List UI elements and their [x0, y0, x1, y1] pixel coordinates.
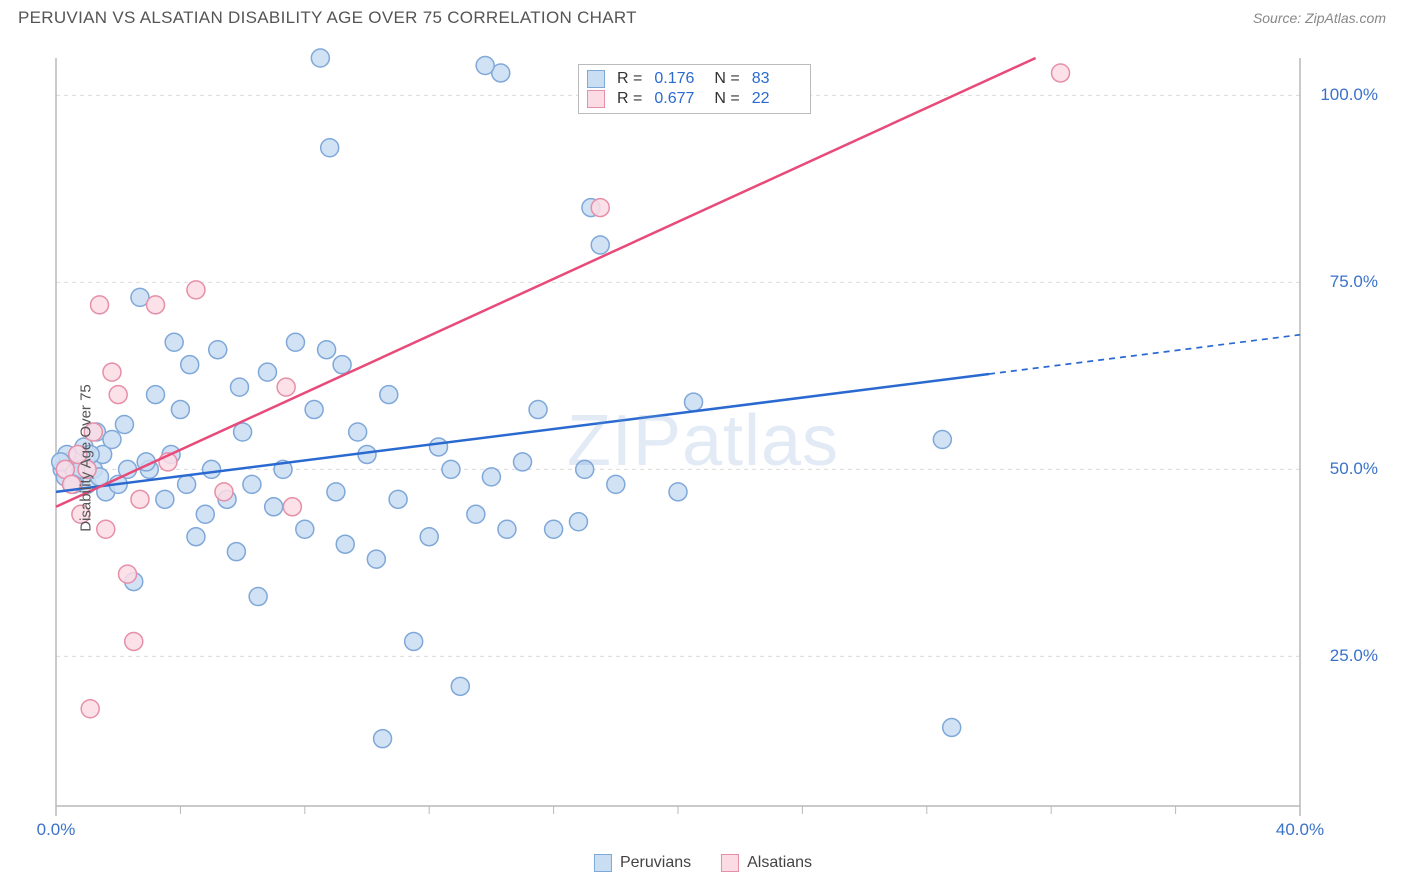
y-axis-label: Disability Age Over 75 [77, 384, 94, 532]
legend-label: Peruvians [620, 854, 691, 872]
x-tick-label: 40.0% [1276, 820, 1324, 840]
chart-header: PERUVIAN VS ALSATIAN DISABILITY AGE OVER… [0, 0, 1406, 32]
legend-swatch [587, 90, 605, 108]
series-legend: Peruvians Alsatians [594, 854, 812, 872]
legend-row: R = 0.176 N = 83 [587, 69, 800, 89]
legend-n-value: 22 [752, 90, 800, 108]
legend-n-value: 83 [752, 70, 800, 88]
scatter-plot [18, 38, 1388, 878]
y-tick-label: 50.0% [1330, 459, 1378, 479]
legend-row: R = 0.677 N = 22 [587, 89, 800, 109]
y-tick-label: 100.0% [1320, 85, 1378, 105]
chart-container: Disability Age Over 75 ZIPatlas R = 0.17… [18, 38, 1388, 878]
legend-n-label: N = [714, 90, 739, 108]
chart-source: Source: ZipAtlas.com [1253, 10, 1386, 26]
y-tick-label: 25.0% [1330, 646, 1378, 666]
legend-r-label: R = [617, 90, 642, 108]
legend-n-label: N = [714, 70, 739, 88]
legend-r-value: 0.677 [654, 90, 702, 108]
x-tick-label: 0.0% [37, 820, 76, 840]
correlation-legend: R = 0.176 N = 83 R = 0.677 N = 22 [578, 64, 811, 114]
legend-swatch [594, 854, 612, 872]
legend-label: Alsatians [747, 854, 812, 872]
legend-swatch [587, 70, 605, 88]
legend-item: Peruvians [594, 854, 691, 872]
legend-r-value: 0.176 [654, 70, 702, 88]
legend-item: Alsatians [721, 854, 812, 872]
legend-swatch [721, 854, 739, 872]
y-tick-label: 75.0% [1330, 272, 1378, 292]
legend-r-label: R = [617, 70, 642, 88]
chart-title: PERUVIAN VS ALSATIAN DISABILITY AGE OVER… [18, 8, 637, 28]
